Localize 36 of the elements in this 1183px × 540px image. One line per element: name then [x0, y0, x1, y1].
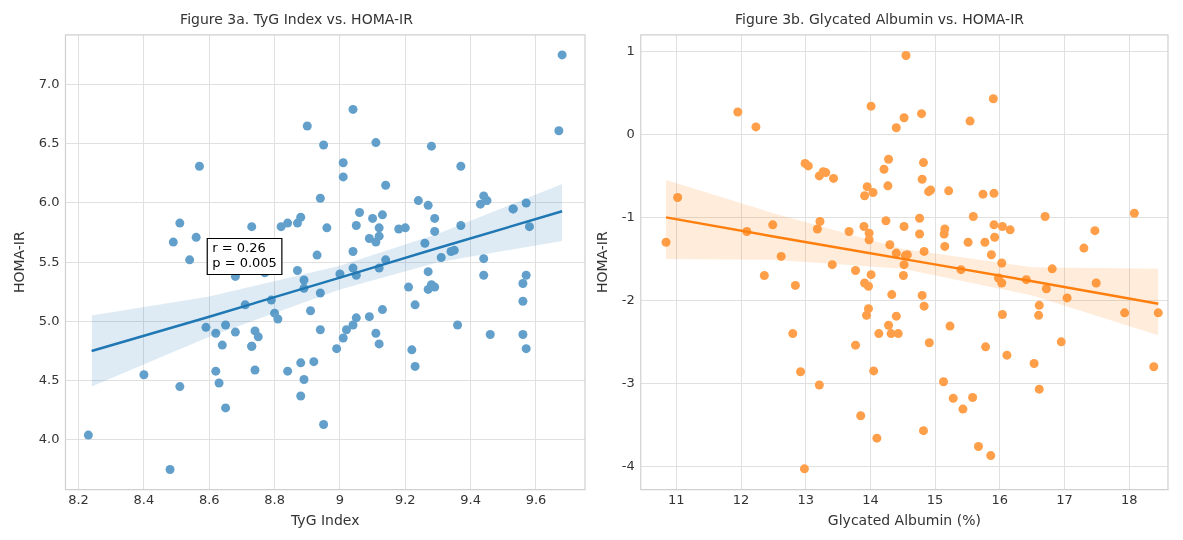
x-tick-label: 11: [668, 491, 685, 507]
x-tick-label: 9.2: [394, 491, 416, 507]
x-tick-label: 18: [1120, 491, 1138, 507]
x-tick-label: 9.6: [525, 491, 547, 507]
y-tick-label: 1: [626, 42, 635, 58]
y-tick-label: 4.5: [38, 372, 60, 388]
y-tick-label: 5.5: [38, 253, 60, 269]
x-tick-label: 12: [732, 491, 750, 507]
x-tick-label: 8.2: [68, 491, 89, 507]
y-tick-label: -4: [621, 457, 635, 473]
x-tick-label: 17: [1056, 491, 1073, 507]
x-tick-label: 9: [335, 491, 345, 507]
x-tick-label: 8.4: [133, 491, 155, 507]
x-axis-title: TyG Index: [289, 512, 360, 529]
x-tick-label: 14: [862, 491, 879, 507]
x-axis-title: Glycated Albumin (%): [827, 512, 981, 529]
x-tick-label: 15: [926, 491, 944, 507]
y-tick-label: -2: [621, 291, 635, 307]
annotation: r = 0.26 p = 0.005: [212, 240, 277, 271]
x-tick-label: 8.8: [264, 491, 285, 507]
x-tick-label: 8.6: [198, 491, 220, 507]
x-tick-label: 9.4: [460, 491, 481, 507]
y-tick-label: 5.0: [38, 312, 60, 328]
x-tick-label: 13: [797, 491, 814, 507]
chart-title: Figure 3a. TyG Index vs. HOMA-IR: [180, 11, 414, 28]
x-tick-label: 16: [991, 491, 1009, 507]
chart-title: Figure 3b. Glycated Albumin vs. HOMA-IR: [735, 11, 1025, 28]
y-tick-label: 4.0: [38, 431, 60, 447]
y-tick-label: 0: [626, 125, 635, 141]
y-tick-label: -1: [621, 208, 635, 224]
y-axis-title: HOMA-IR: [11, 231, 28, 294]
y-tick-label: 6.5: [38, 135, 60, 151]
y-tick-label: 6.0: [38, 194, 60, 210]
y-tick-label: -3: [621, 374, 635, 390]
y-tick-label: 7.0: [38, 75, 60, 91]
y-axis-title: HOMA-IR: [594, 231, 611, 294]
